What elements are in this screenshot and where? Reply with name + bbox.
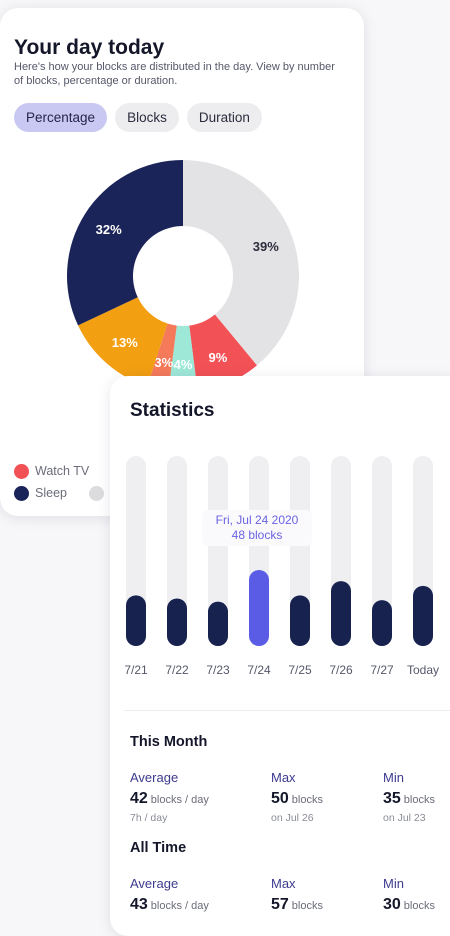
bar-track [167, 456, 187, 646]
bar-tooltip: Fri, Jul 24 2020 48 blocks [202, 510, 312, 546]
tooltip-date: Fri, Jul 24 2020 [215, 513, 299, 527]
metric-subvalue: 7h / day [130, 812, 168, 824]
metric-value: 30 [383, 896, 401, 913]
metric-label: Min [383, 876, 404, 891]
donut-slice-39[interactable] [183, 160, 299, 366]
legend-label-watch-tv: Watch TV [35, 464, 90, 478]
view-mode-tabs: Percentage Blocks Duration [14, 103, 262, 132]
metric-label: Average [130, 876, 179, 891]
this-month-metrics: Average 42 blocks / day 7h / day Max 50 bl… [130, 750, 450, 824]
tab-blocks[interactable]: Blocks [115, 103, 179, 132]
donut-label-4: 4% [174, 357, 193, 372]
metric-unit: blocks / day [150, 900, 209, 912]
all-time-metrics: Average 43 blocks / day Max 57 blocks Min … [130, 856, 450, 926]
x-tick-label: 7/25 [288, 663, 312, 677]
legend-label-sleep: Sleep [35, 486, 67, 500]
metric-unit: blocks [403, 900, 435, 912]
donut-slice-13[interactable] [78, 297, 168, 387]
this-month-section: This Month Average 42 blocks / day 7h / d… [130, 734, 450, 824]
bar-7-24[interactable] [249, 570, 269, 646]
x-tick-label: Today [407, 663, 439, 677]
bar-7-21[interactable] [126, 595, 146, 646]
page-title: Your day today [14, 36, 165, 59]
x-tick-label: 7/24 [247, 663, 271, 677]
donut-slice-32[interactable] [67, 160, 183, 326]
x-tick-label: 7/23 [206, 663, 230, 677]
donut-label-32: 32% [96, 222, 122, 237]
bar-today[interactable] [413, 585, 433, 646]
day-summary-card: Your day today Here's how your blocks ar… [0, 8, 364, 516]
this-month-title: This Month [130, 734, 208, 750]
x-tick-label: 7/26 [329, 663, 353, 677]
legend-dot-gray [88, 485, 104, 501]
metric-value: 42 [130, 790, 148, 807]
metric-unit: blocks [291, 900, 323, 912]
x-tick-label: 7/21 [124, 663, 148, 677]
donut-slice-9[interactable] [189, 314, 257, 392]
x-tick-label: 7/27 [370, 663, 394, 677]
metric-unit: blocks [291, 794, 323, 806]
metric-label: Max [271, 876, 296, 891]
donut-slice-4[interactable] [168, 325, 198, 392]
bar-7-23[interactable] [208, 601, 228, 646]
legend-dot-sleep [14, 485, 29, 501]
statistics-title: Statistics [130, 400, 215, 421]
metric-value: 57 [271, 896, 289, 913]
all-time-title: All Time [130, 840, 187, 856]
divider [124, 710, 450, 711]
donut-label-9: 9% [209, 350, 228, 365]
donut-slice-3[interactable] [147, 323, 177, 392]
daily-blocks-bar-chart: 7/21 7/22 7/23 7/24 7/25 7/26 7/27 Today [124, 456, 439, 677]
all-time-section: All Time Average 43 blocks / day Max 57 bl… [130, 840, 450, 926]
metric-value: 43 [130, 896, 148, 913]
tab-duration[interactable]: Duration [186, 103, 262, 132]
metric-label: Min [383, 770, 404, 785]
metric-label: Max [271, 770, 296, 785]
metric-unit: blocks [403, 794, 435, 806]
bar-track [372, 456, 392, 646]
tooltip-value: 48 blocks [231, 528, 283, 542]
metric-value: 50 [271, 790, 289, 807]
bar-7-25[interactable] [290, 595, 310, 646]
bar-7-22[interactable] [167, 598, 187, 647]
donut-label-13: 13% [112, 335, 138, 350]
donut-label-3: 3% [154, 355, 173, 370]
bar-7-26[interactable] [331, 581, 351, 646]
x-tick-label: 7/22 [165, 663, 189, 677]
metric-value: 35 [383, 790, 401, 807]
activity-donut-chart: 39% 9% 4%3% 13% 32% [67, 160, 299, 392]
metric-subvalue: on Jul 26 [271, 812, 314, 824]
tab-percentage[interactable]: Percentage [14, 103, 108, 132]
statistics-card: Statistics 7/21 7/22 7/23 7/24 7/25 7/26 7/27 T… [110, 376, 450, 936]
bar-7-27[interactable] [372, 600, 392, 646]
metric-unit: blocks / day [150, 794, 209, 806]
donut-label-39: 39% [253, 239, 279, 254]
page-subtitle: Here's how your blocks are distributed i… [14, 61, 335, 87]
legend-dot-watch-tv [14, 463, 29, 479]
bar-track [208, 456, 228, 646]
metric-label: Average [130, 770, 179, 785]
metric-subvalue: on Jul 23 [383, 812, 426, 824]
